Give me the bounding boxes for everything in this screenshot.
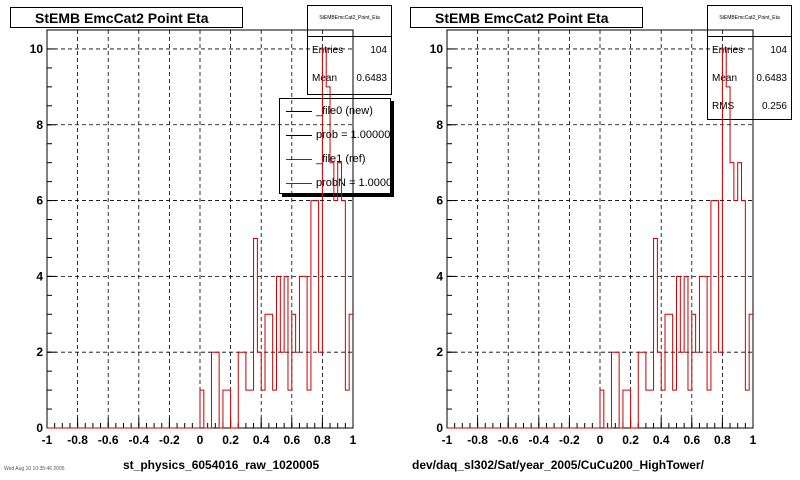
left-chart-title: StEMB EmcCat2 Point Eta <box>10 7 243 28</box>
legend-line-file1 <box>286 158 312 160</box>
left-x-tick-label: 0.2 <box>222 433 239 447</box>
right-y-tick-label: 4 <box>436 269 443 283</box>
right-x-tick-label: 0.8 <box>714 433 731 447</box>
left-y-tick-label: 0 <box>36 421 43 435</box>
right-x-tick-label: -0.6 <box>498 433 519 447</box>
right-x-tick-label: -1 <box>442 433 453 447</box>
left-x-tick-label: -0.2 <box>159 433 180 447</box>
left-y-tick-label: 8 <box>36 118 43 132</box>
right-x-tick-label: 0.2 <box>622 433 639 447</box>
left-x-tick-label: 0 <box>197 433 204 447</box>
left-stats-entries-label: Entries <box>312 45 344 56</box>
legend-line-file0 <box>286 110 312 112</box>
right-stats-box: StEMBEmcCat2_Point_Eta Entries 104 Mean … <box>707 5 792 120</box>
left-x-tick-label: -1 <box>42 433 53 447</box>
right-stats-rms-label: RMS <box>712 101 735 112</box>
left-x-tick-label: 0.8 <box>314 433 331 447</box>
right-stats-entries-label: Entries <box>712 45 744 56</box>
right-x-tick-label: -0.8 <box>467 433 488 447</box>
right-stats-name: StEMBEmcCat2_Point_Eta <box>708 6 791 37</box>
left-x-tick-label: -0.6 <box>98 433 119 447</box>
right-stats-entries-row: Entries 104 <box>708 37 791 65</box>
left-x-tick-label: 0.6 <box>283 433 300 447</box>
right-stats-entries-value: 104 <box>770 45 787 56</box>
left-x-tick-label: 1 <box>350 433 357 447</box>
right-x-tick-label: 0.6 <box>683 433 700 447</box>
right-y-tick-label: 6 <box>436 194 443 208</box>
right-x-tick-label: -0.4 <box>528 433 549 447</box>
right-y-tick-label: 0 <box>436 421 443 435</box>
left-x-tick-label: -0.4 <box>128 433 149 447</box>
left-stats-entries-row: Entries 104 <box>308 37 391 65</box>
right-x-tick-label: 1 <box>750 433 757 447</box>
left-histogram-series-0 <box>47 48 353 429</box>
left-stats-mean-label: Mean <box>312 73 338 84</box>
right-stats-rms-value: 0.256 <box>761 101 787 112</box>
right-y-tick-label: 2 <box>436 345 443 359</box>
right-y-tick-label: 10 <box>430 42 444 56</box>
left-stats-box: StEMBEmcCat2_Point_Eta Entries 104 Mean … <box>307 5 392 95</box>
left-x-tick-label: -0.8 <box>67 433 88 447</box>
right-x-tick-label: -0.2 <box>559 433 580 447</box>
legend-line-prob <box>286 134 312 136</box>
right-histogram-series-0 <box>447 48 753 429</box>
right-y-tick-label: 8 <box>436 118 443 132</box>
footnote-timestamp: Wed Aug 10 10:35:46 2005 <box>4 466 65 472</box>
right-stats-mean-row: Mean 0.6483 <box>708 65 791 93</box>
right-x-tick-label: 0.4 <box>653 433 670 447</box>
left-y-tick-label: 6 <box>36 194 43 208</box>
legend-line-probn <box>286 182 312 184</box>
right-x-axis-label: dev/daq_sl302/Sat/year_2005/CuCu200_High… <box>412 458 704 472</box>
left-x-axis-label: st_physics_6054016_raw_1020005 <box>123 458 320 472</box>
right-x-tick-label: 0 <box>597 433 604 447</box>
left-stats-mean-row: Mean 0.6483 <box>308 65 391 93</box>
left-x-tick-label: 0.4 <box>253 433 270 447</box>
right-stats-mean-label: Mean <box>712 73 738 84</box>
left-stats-entries-value: 104 <box>370 45 387 56</box>
left-y-tick-label: 10 <box>30 42 44 56</box>
left-y-tick-label: 2 <box>36 345 43 359</box>
right-stats-rms-row: RMS 0.256 <box>708 93 791 121</box>
right-chart-title: StEMB EmcCat2 Point Eta <box>410 7 643 28</box>
left-y-tick-label: 4 <box>36 269 43 283</box>
left-stats-name: StEMBEmcCat2_Point_Eta <box>308 6 391 37</box>
right-stats-mean-value: 0.6483 <box>756 73 787 84</box>
left-stats-mean-value: 0.6483 <box>356 73 387 84</box>
